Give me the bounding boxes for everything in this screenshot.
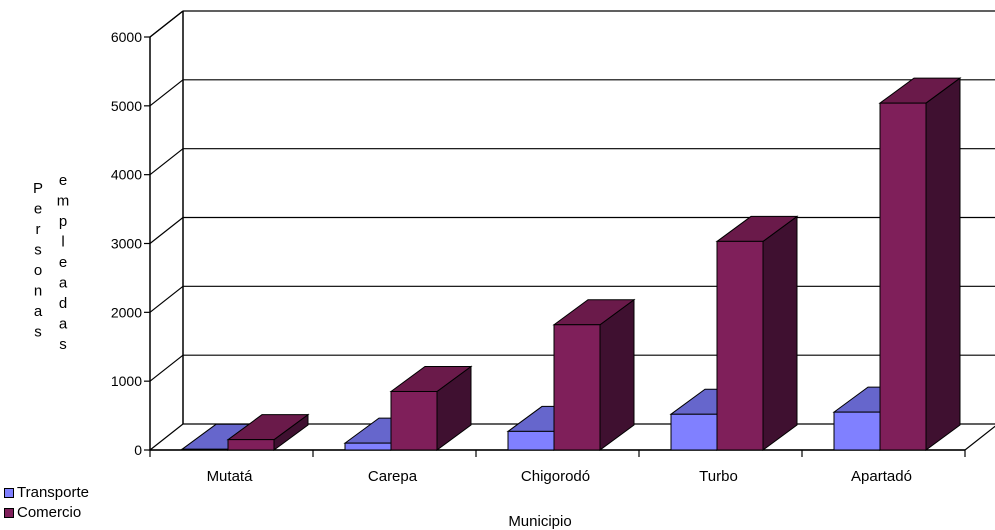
y-axis-title-letter: l <box>61 234 64 251</box>
y-tick-label: 2000 <box>111 304 142 320</box>
y-axis-title-letter: r <box>36 221 41 238</box>
legend: Transporte Comercio <box>4 483 89 523</box>
y-axis-title-letter: n <box>34 283 42 300</box>
bar-front <box>344 442 392 451</box>
side-wall-top <box>149 10 184 38</box>
bar-side <box>599 298 635 451</box>
y-tick-label: 5000 <box>111 98 142 114</box>
bar-side <box>762 215 798 451</box>
x-tick-label: Turbo <box>699 468 738 485</box>
bar-front <box>670 413 718 451</box>
x-axis-title: Municipio <box>508 513 571 530</box>
legend-swatch <box>4 488 14 498</box>
y-tick-label: 3000 <box>111 236 142 252</box>
bar-front <box>227 439 275 451</box>
legend-label: Transporte <box>17 484 89 501</box>
bar-comercio-apartadó <box>878 77 962 451</box>
y-tick-label: 6000 <box>111 29 142 45</box>
y-axis-title-letter: a <box>59 316 68 333</box>
bar-front <box>181 448 229 451</box>
x-tick-label: Chigorodó <box>521 468 590 485</box>
side-gridline <box>149 354 184 382</box>
bar-comercio-carepa <box>389 365 473 451</box>
y-axis-title-letter: o <box>34 262 42 279</box>
bar-front <box>507 430 555 451</box>
side-gridline <box>149 217 184 244</box>
x-tick-label: Mutatá <box>207 468 254 485</box>
side-gridline <box>149 148 184 176</box>
bar-comercio-mutatá <box>226 413 310 451</box>
y-axis-title-letter: a <box>59 275 68 292</box>
bar-front <box>716 240 764 451</box>
y-axis-title-letter: e <box>34 201 42 218</box>
y-axis-title-letter: s <box>59 336 67 353</box>
x-tick-label: Carepa <box>368 468 418 485</box>
y-axis-title-letter: P <box>33 180 43 197</box>
y-axis-title-letter: m <box>57 193 70 210</box>
side-gridline <box>149 285 184 313</box>
y-axis-title-letter: d <box>59 295 67 312</box>
legend-item: Comercio <box>4 503 89 523</box>
side-gridline <box>149 79 184 107</box>
y-axis-title-letter: e <box>59 254 67 271</box>
y-tick-label: 0 <box>134 442 142 458</box>
x-tick-label: Apartadó <box>851 468 912 485</box>
bar-front <box>833 411 881 451</box>
legend-label: Comercio <box>17 504 82 521</box>
y-axis-title-letter: e <box>59 172 67 189</box>
bar-front <box>879 102 927 451</box>
bar-front <box>390 390 438 451</box>
y-axis-title-letter: p <box>59 213 67 230</box>
y-axis-title-letter: a <box>34 303 43 320</box>
bar-front <box>553 324 601 451</box>
legend-item: Transporte <box>4 483 89 503</box>
bar-comercio-chigorodó <box>552 298 636 451</box>
legend-swatch <box>4 508 14 518</box>
bar-side <box>925 77 961 451</box>
y-tick-label: 4000 <box>111 167 142 183</box>
y-axis-title-letter: s <box>34 242 42 259</box>
y-tick-label: 1000 <box>111 373 142 389</box>
y-axis-title-letter: s <box>34 324 42 341</box>
bar-comercio-turbo <box>715 215 799 451</box>
